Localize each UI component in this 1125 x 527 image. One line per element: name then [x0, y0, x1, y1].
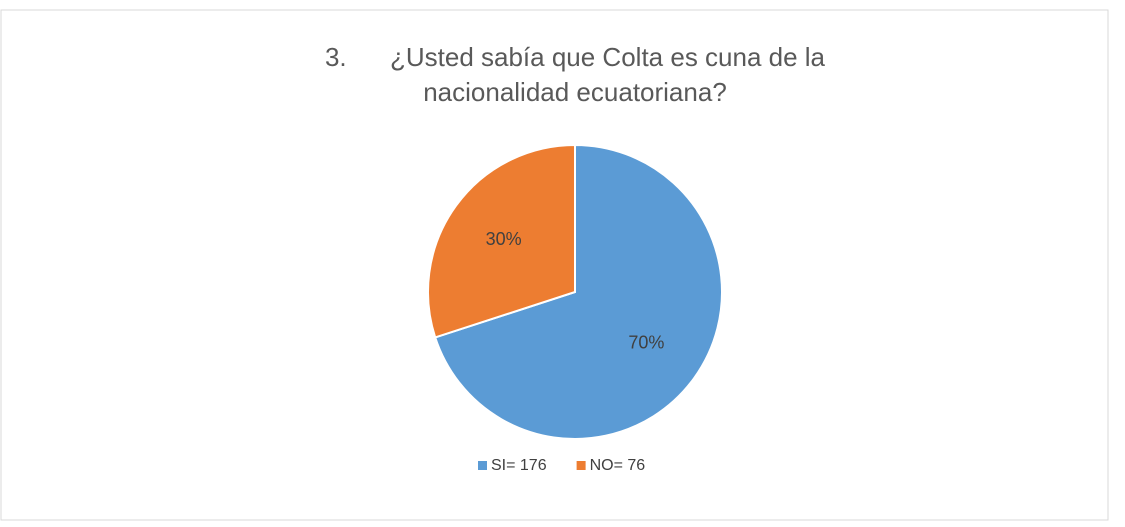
legend-label: SI= 176 [491, 457, 547, 474]
chart-title: 3. ¿Usted sabía que Colta es cuna de la … [324, 42, 833, 107]
legend-swatch [576, 461, 586, 470]
legend-label: NO= 76 [590, 457, 646, 474]
pie-slice [433, 143, 723, 440]
pie-slice [427, 143, 576, 339]
data-label: 70% [628, 333, 664, 353]
chart-border [0, 9, 1109, 521]
data-label: 30% [486, 229, 522, 249]
legend-swatch [478, 461, 487, 470]
